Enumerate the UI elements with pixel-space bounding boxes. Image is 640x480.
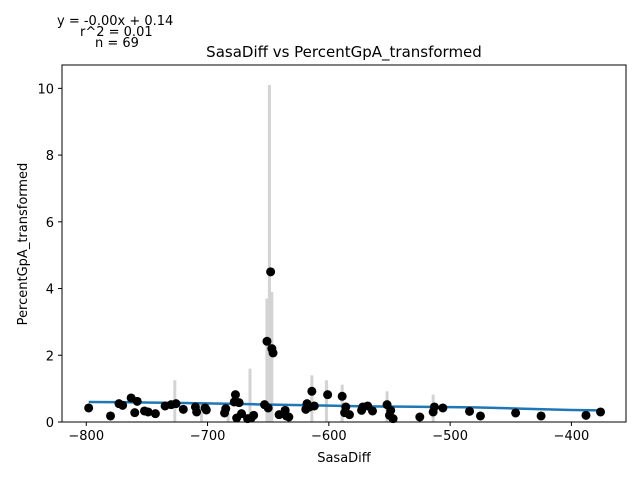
- data-point-43: [323, 390, 333, 400]
- y-tick-label-1: 2: [46, 349, 54, 364]
- data-point-64: [581, 410, 591, 420]
- y-tick-label-2: 4: [46, 283, 54, 298]
- x-axis-label: SasaDiff: [317, 451, 372, 466]
- data-point-29: [262, 336, 272, 346]
- data-point-60: [465, 406, 475, 416]
- x-tick-label-3: −500: [432, 429, 468, 444]
- data-point-12: [171, 399, 181, 409]
- y-axis-label: PercentGpA_transformed: [16, 163, 31, 326]
- data-point-9: [150, 409, 160, 419]
- data-point-5: [130, 408, 140, 418]
- data-point-3: [118, 400, 128, 410]
- data-point-46: [341, 402, 351, 412]
- data-point-0: [84, 403, 94, 413]
- data-point-61: [475, 411, 485, 421]
- bar-5: [267, 85, 271, 423]
- data-point-33: [268, 348, 278, 358]
- data-point-19: [221, 404, 231, 414]
- r-squared-label: r^2 = 0.01: [80, 25, 153, 40]
- y-tick-label-5: 10: [37, 82, 54, 97]
- data-point-59: [438, 403, 448, 413]
- x-tick-label-1: −700: [190, 429, 226, 444]
- plot-frame: [61, 64, 627, 423]
- data-point-15: [192, 407, 202, 417]
- data-point-37: [284, 412, 294, 422]
- point-layer: [84, 267, 606, 424]
- data-point-41: [307, 386, 317, 396]
- data-point-63: [536, 411, 546, 421]
- data-point-6: [132, 396, 142, 406]
- x-axis: −800 −700 −600 −500 −400: [68, 422, 589, 444]
- data-point-62: [511, 408, 521, 418]
- bar-7: [310, 375, 314, 422]
- sample-size-label: n = 69: [95, 36, 139, 51]
- y-tick-label-3: 6: [46, 216, 54, 231]
- data-point-27: [249, 410, 259, 420]
- data-point-65: [596, 407, 606, 417]
- data-point-24: [237, 409, 247, 419]
- data-point-51: [368, 406, 378, 416]
- data-point-55: [388, 414, 398, 424]
- data-point-47: [344, 410, 354, 420]
- bar-1: [199, 403, 203, 422]
- chart-title: SasaDiff vs PercentGpA_transformed: [206, 43, 482, 62]
- data-point-17: [201, 405, 211, 415]
- data-point-44: [337, 391, 347, 401]
- data-point-23: [234, 398, 244, 408]
- x-tick-label-2: −600: [311, 429, 347, 444]
- y-tick-label-4: 8: [46, 149, 54, 164]
- data-point-42: [309, 401, 319, 411]
- data-point-13: [178, 404, 188, 414]
- data-point-56: [415, 412, 425, 422]
- data-point-31: [266, 267, 276, 277]
- bar-8: [324, 380, 328, 422]
- data-point-8: [143, 407, 153, 417]
- data-point-58: [429, 402, 439, 412]
- data-point-30: [263, 403, 273, 413]
- regression-equation: y = -0.00x + 0.14: [57, 14, 173, 29]
- data-point-21: [230, 390, 240, 400]
- data-point-1: [106, 411, 116, 421]
- x-tick-label-0: −800: [68, 429, 104, 444]
- data-point-54: [386, 405, 396, 415]
- y-tick-label-0: 0: [46, 416, 54, 431]
- y-axis: 0 2 4 6 8 10: [37, 82, 62, 431]
- x-tick-label-4: −400: [554, 429, 590, 444]
- bar-4: [265, 298, 269, 422]
- bar-9: [340, 384, 344, 422]
- bar-3: [248, 368, 252, 422]
